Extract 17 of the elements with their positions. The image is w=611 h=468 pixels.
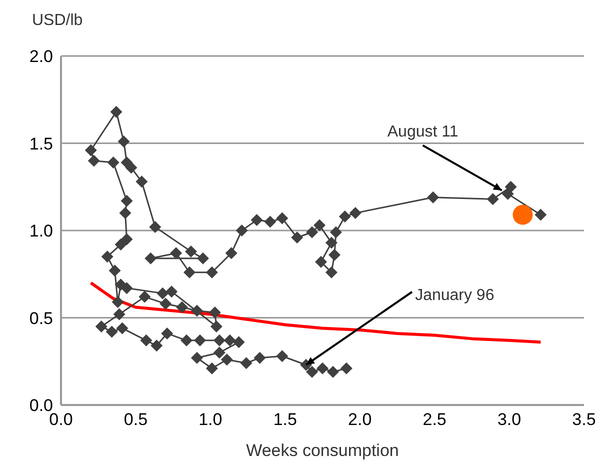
line-series xyxy=(89,281,542,344)
x-axis-title: Weeks consumption xyxy=(246,441,399,460)
annotation: January 96 xyxy=(415,286,494,304)
y-tick-label: 1.5 xyxy=(29,134,53,154)
x-tick-label: 0.5 xyxy=(124,410,148,430)
x-tick-label: 1.5 xyxy=(273,410,297,430)
x-tick-label: 3.0 xyxy=(497,410,522,430)
x-tick-label: 2.0 xyxy=(348,410,372,430)
y-tick-label: 1.0 xyxy=(29,222,53,241)
x-tick-label: 3.5 xyxy=(572,410,596,430)
x-tick-label: 2.5 xyxy=(422,410,446,430)
y-axis-title: USD/lb xyxy=(32,12,83,30)
x-tick-label: 0.0 xyxy=(49,410,73,430)
y-tick-label: 2.0 xyxy=(29,47,53,66)
x-tick-label: 1.0 xyxy=(198,410,222,430)
y-tick-label: 0.5 xyxy=(29,308,53,328)
annotation: August 11 xyxy=(387,123,458,140)
